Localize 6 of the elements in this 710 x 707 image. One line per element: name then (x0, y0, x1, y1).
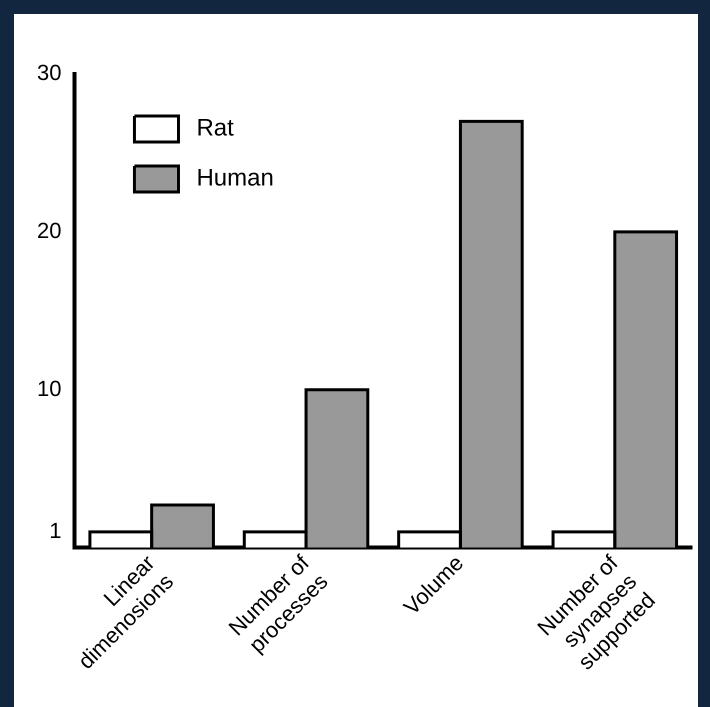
legend-label: Human (196, 164, 274, 192)
y-tick-label: 20 (36, 218, 62, 243)
y-tick-label: 30 (36, 60, 62, 86)
y-tick-label: 1 (49, 518, 62, 543)
legend-label: Rat (196, 114, 234, 142)
y-tick-label: 10 (36, 376, 62, 401)
